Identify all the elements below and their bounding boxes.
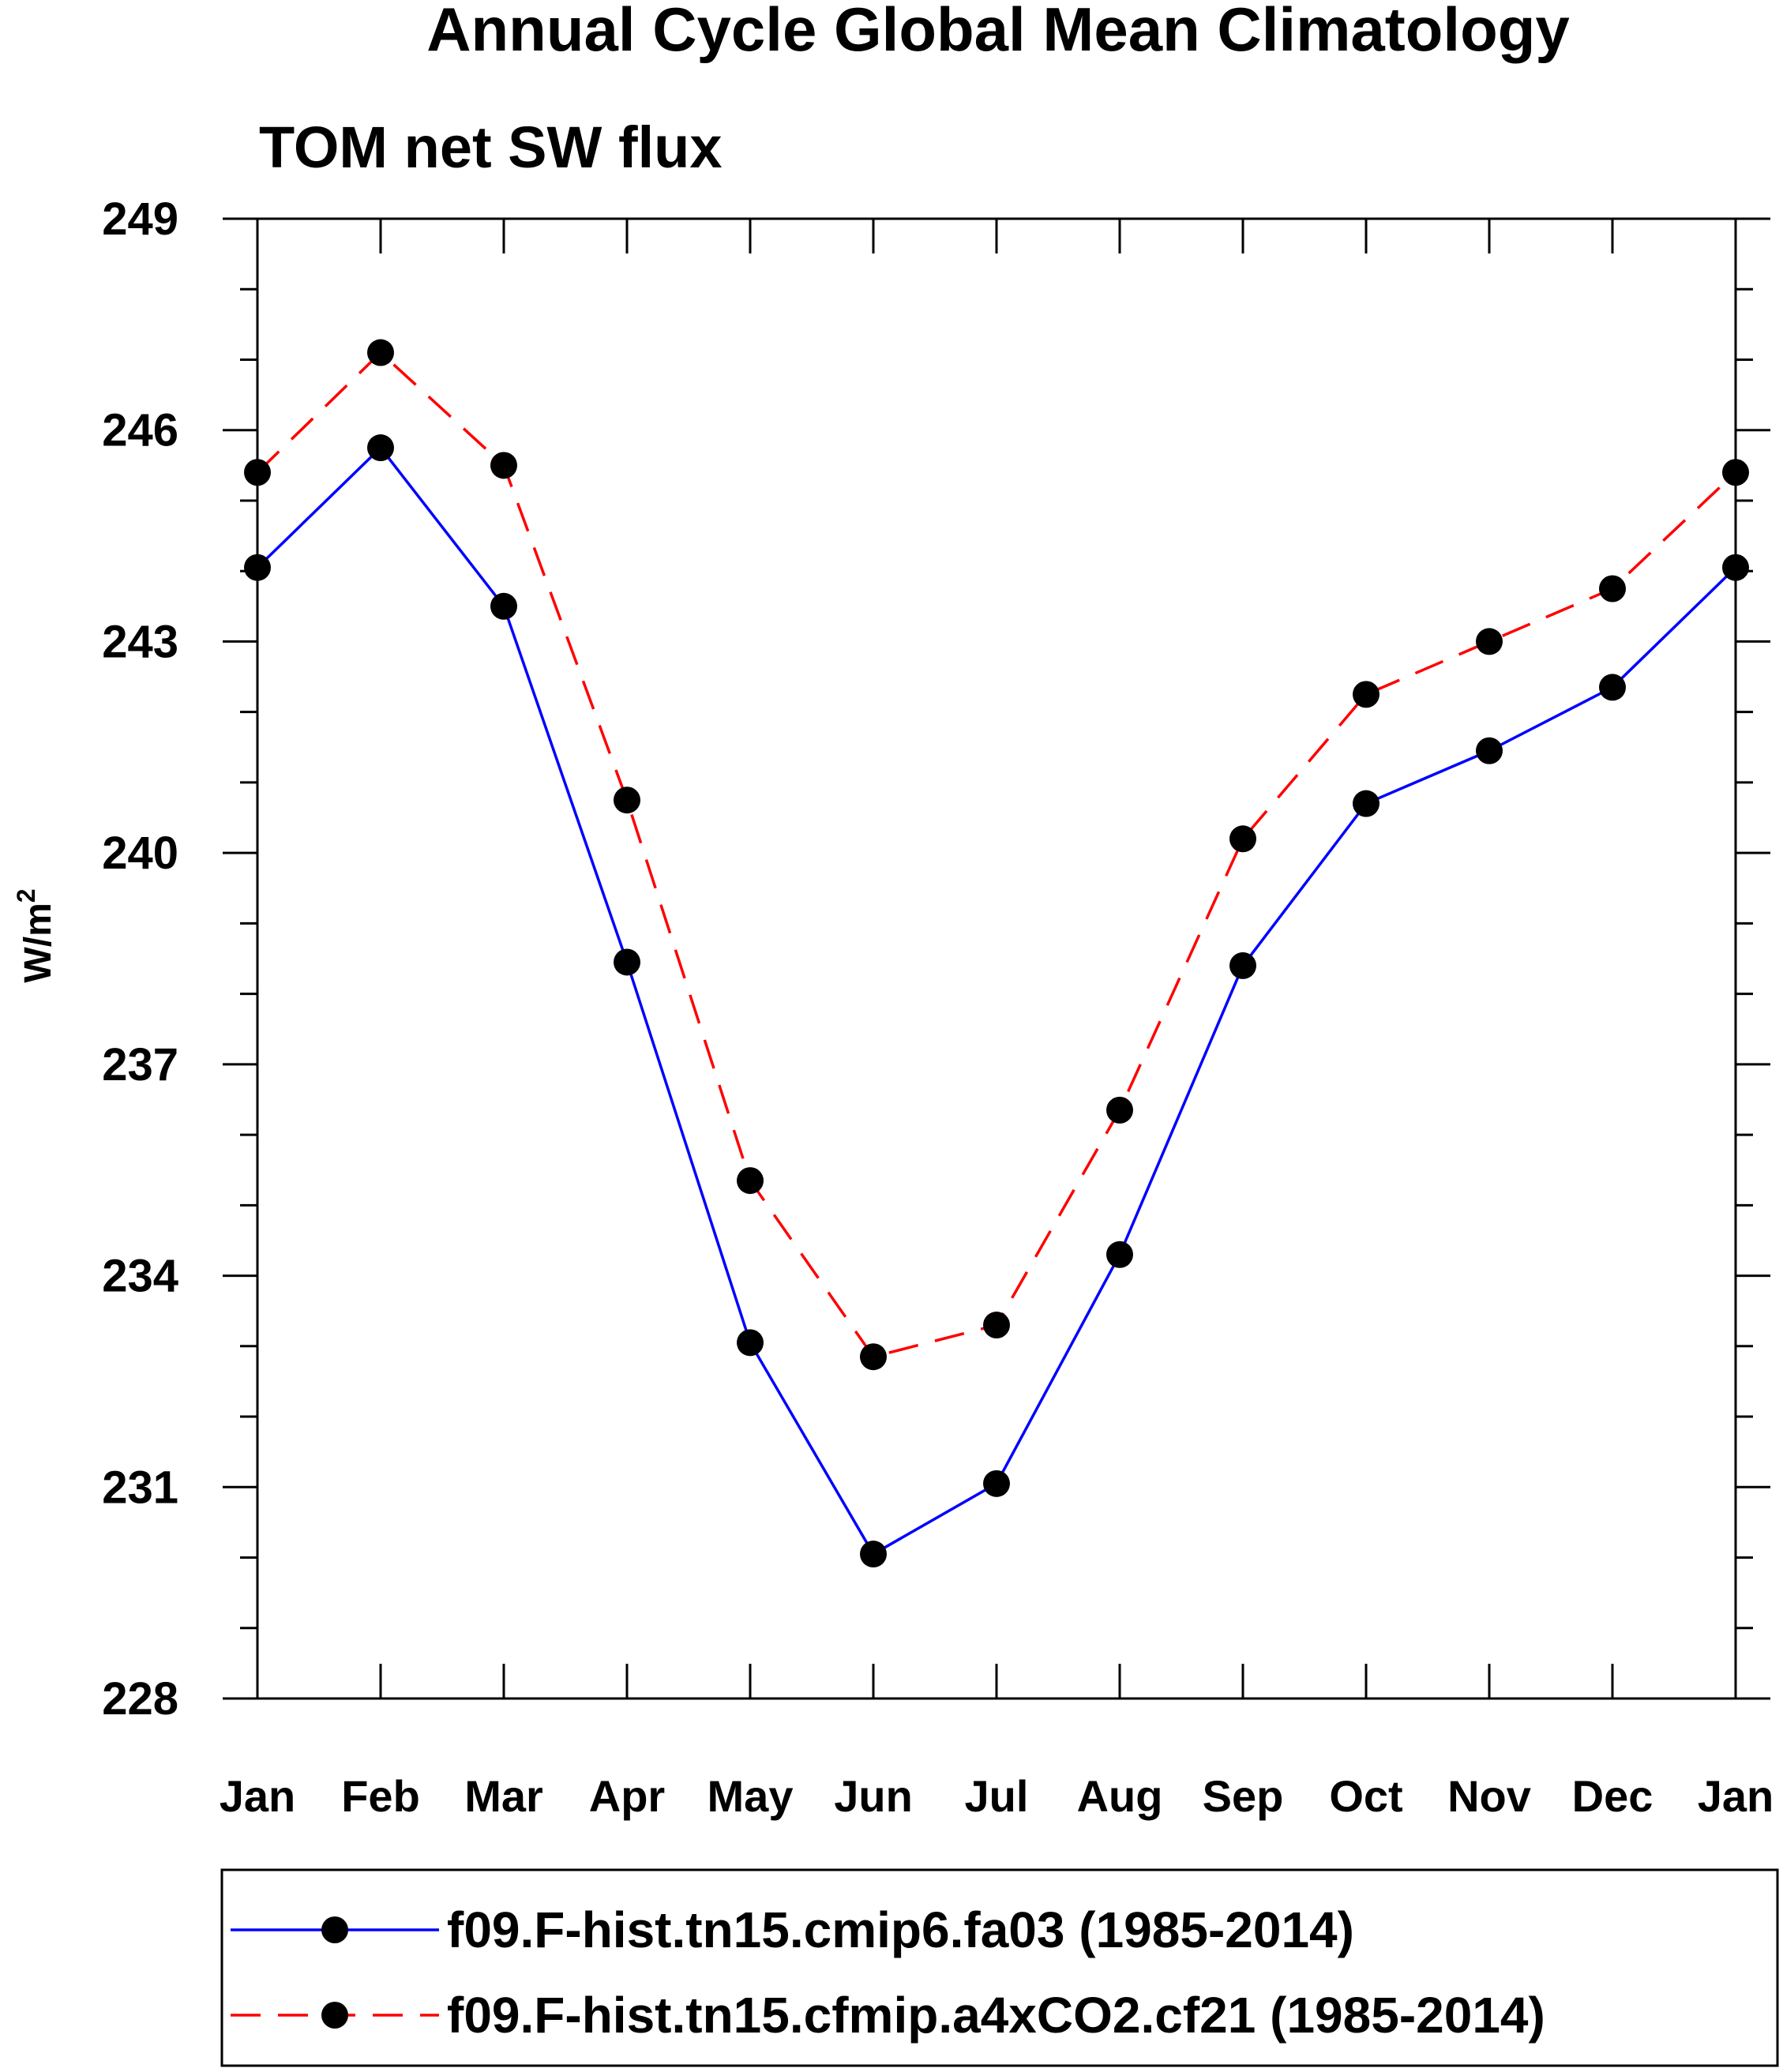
y-tick-label: 243 [102,616,178,667]
data-point [860,1541,887,1568]
y-tick-label: 249 [102,193,178,245]
y-axis-label: W/m2 [12,888,59,982]
data-point [490,452,517,479]
y-tick-label: 228 [102,1673,178,1725]
chart-title: Annual Cycle Global Mean Climatology [426,0,1570,64]
data-point [1353,681,1379,708]
x-tick-label: Jan [220,1771,296,1821]
data-point [614,948,640,976]
data-point [983,1312,1010,1339]
data-point [1353,790,1379,817]
legend-box [220,1868,1779,2067]
legend: f09.F-hist.tn15.cmip6.fa03 (1985-2014) f0… [220,1868,1779,2067]
data-point [1106,1241,1133,1268]
x-tick-label: Jul [965,1771,1029,1821]
x-tick-label: Apr [589,1771,665,1821]
y-tick-label: 237 [102,1039,178,1090]
y-axis-label-main: W/m [17,903,59,982]
data-point [1476,628,1503,655]
series-line [256,351,1737,1359]
data-point [367,434,394,462]
data-point [614,786,640,814]
series-1 [244,434,1749,1568]
data-point [1599,674,1626,701]
x-tick-label: Nov [1447,1771,1531,1821]
legend-item: f09.F-hist.tn15.cfmip.a4xCO2.cf21 (1985-… [231,1987,1545,2044]
data-point [1476,737,1503,764]
x-tick-label: Feb [341,1771,420,1821]
y-axis-label-superscript: 2 [12,888,40,903]
legend-label: f09.F-hist.tn15.cfmip.a4xCO2.cf21 (1985-… [447,1987,1545,2044]
data-point [860,1343,887,1371]
y-tick-label: 231 [102,1462,178,1513]
data-point [737,1167,764,1195]
chart-subtitle: TOM net SW flux [259,114,723,180]
series-layer [244,339,1749,1568]
data-point [490,592,517,620]
x-tick-label: Dec [1572,1771,1653,1821]
data-point [1229,952,1256,979]
legend-marker [321,2002,348,2029]
data-point [737,1329,764,1357]
x-tick-label: Mar [464,1771,543,1821]
x-tick-label: Jun [834,1771,913,1821]
x-tick-label: Oct [1329,1771,1402,1821]
legend-item: f09.F-hist.tn15.cmip6.fa03 (1985-2014) [231,1901,1354,1958]
legend-marker [321,1916,348,1943]
y-tick-label: 246 [102,405,178,456]
series-2 [244,339,1749,1371]
y-tick-label: 240 [102,828,178,879]
x-tick-label: Sep [1203,1771,1284,1821]
plot-frame [256,217,1737,1700]
x-tick-label: May [708,1771,794,1821]
data-point [1229,825,1256,853]
series-line [256,445,1737,1556]
data-point [1599,575,1626,602]
y-tick-label: 234 [102,1251,178,1302]
axis-labels: Jan Feb Mar Apr May Jun Jul Aug Sep Oct Nov Dec Jan 2… [102,193,1774,1821]
legend-label: f09.F-hist.tn15.cmip6.fa03 (1985-2014) [447,1901,1354,1958]
data-point [367,339,394,366]
data-point [983,1470,1010,1497]
x-tick-label: Aug [1077,1771,1163,1821]
data-point [1106,1096,1133,1124]
x-tick-label: Jan [1698,1771,1774,1821]
